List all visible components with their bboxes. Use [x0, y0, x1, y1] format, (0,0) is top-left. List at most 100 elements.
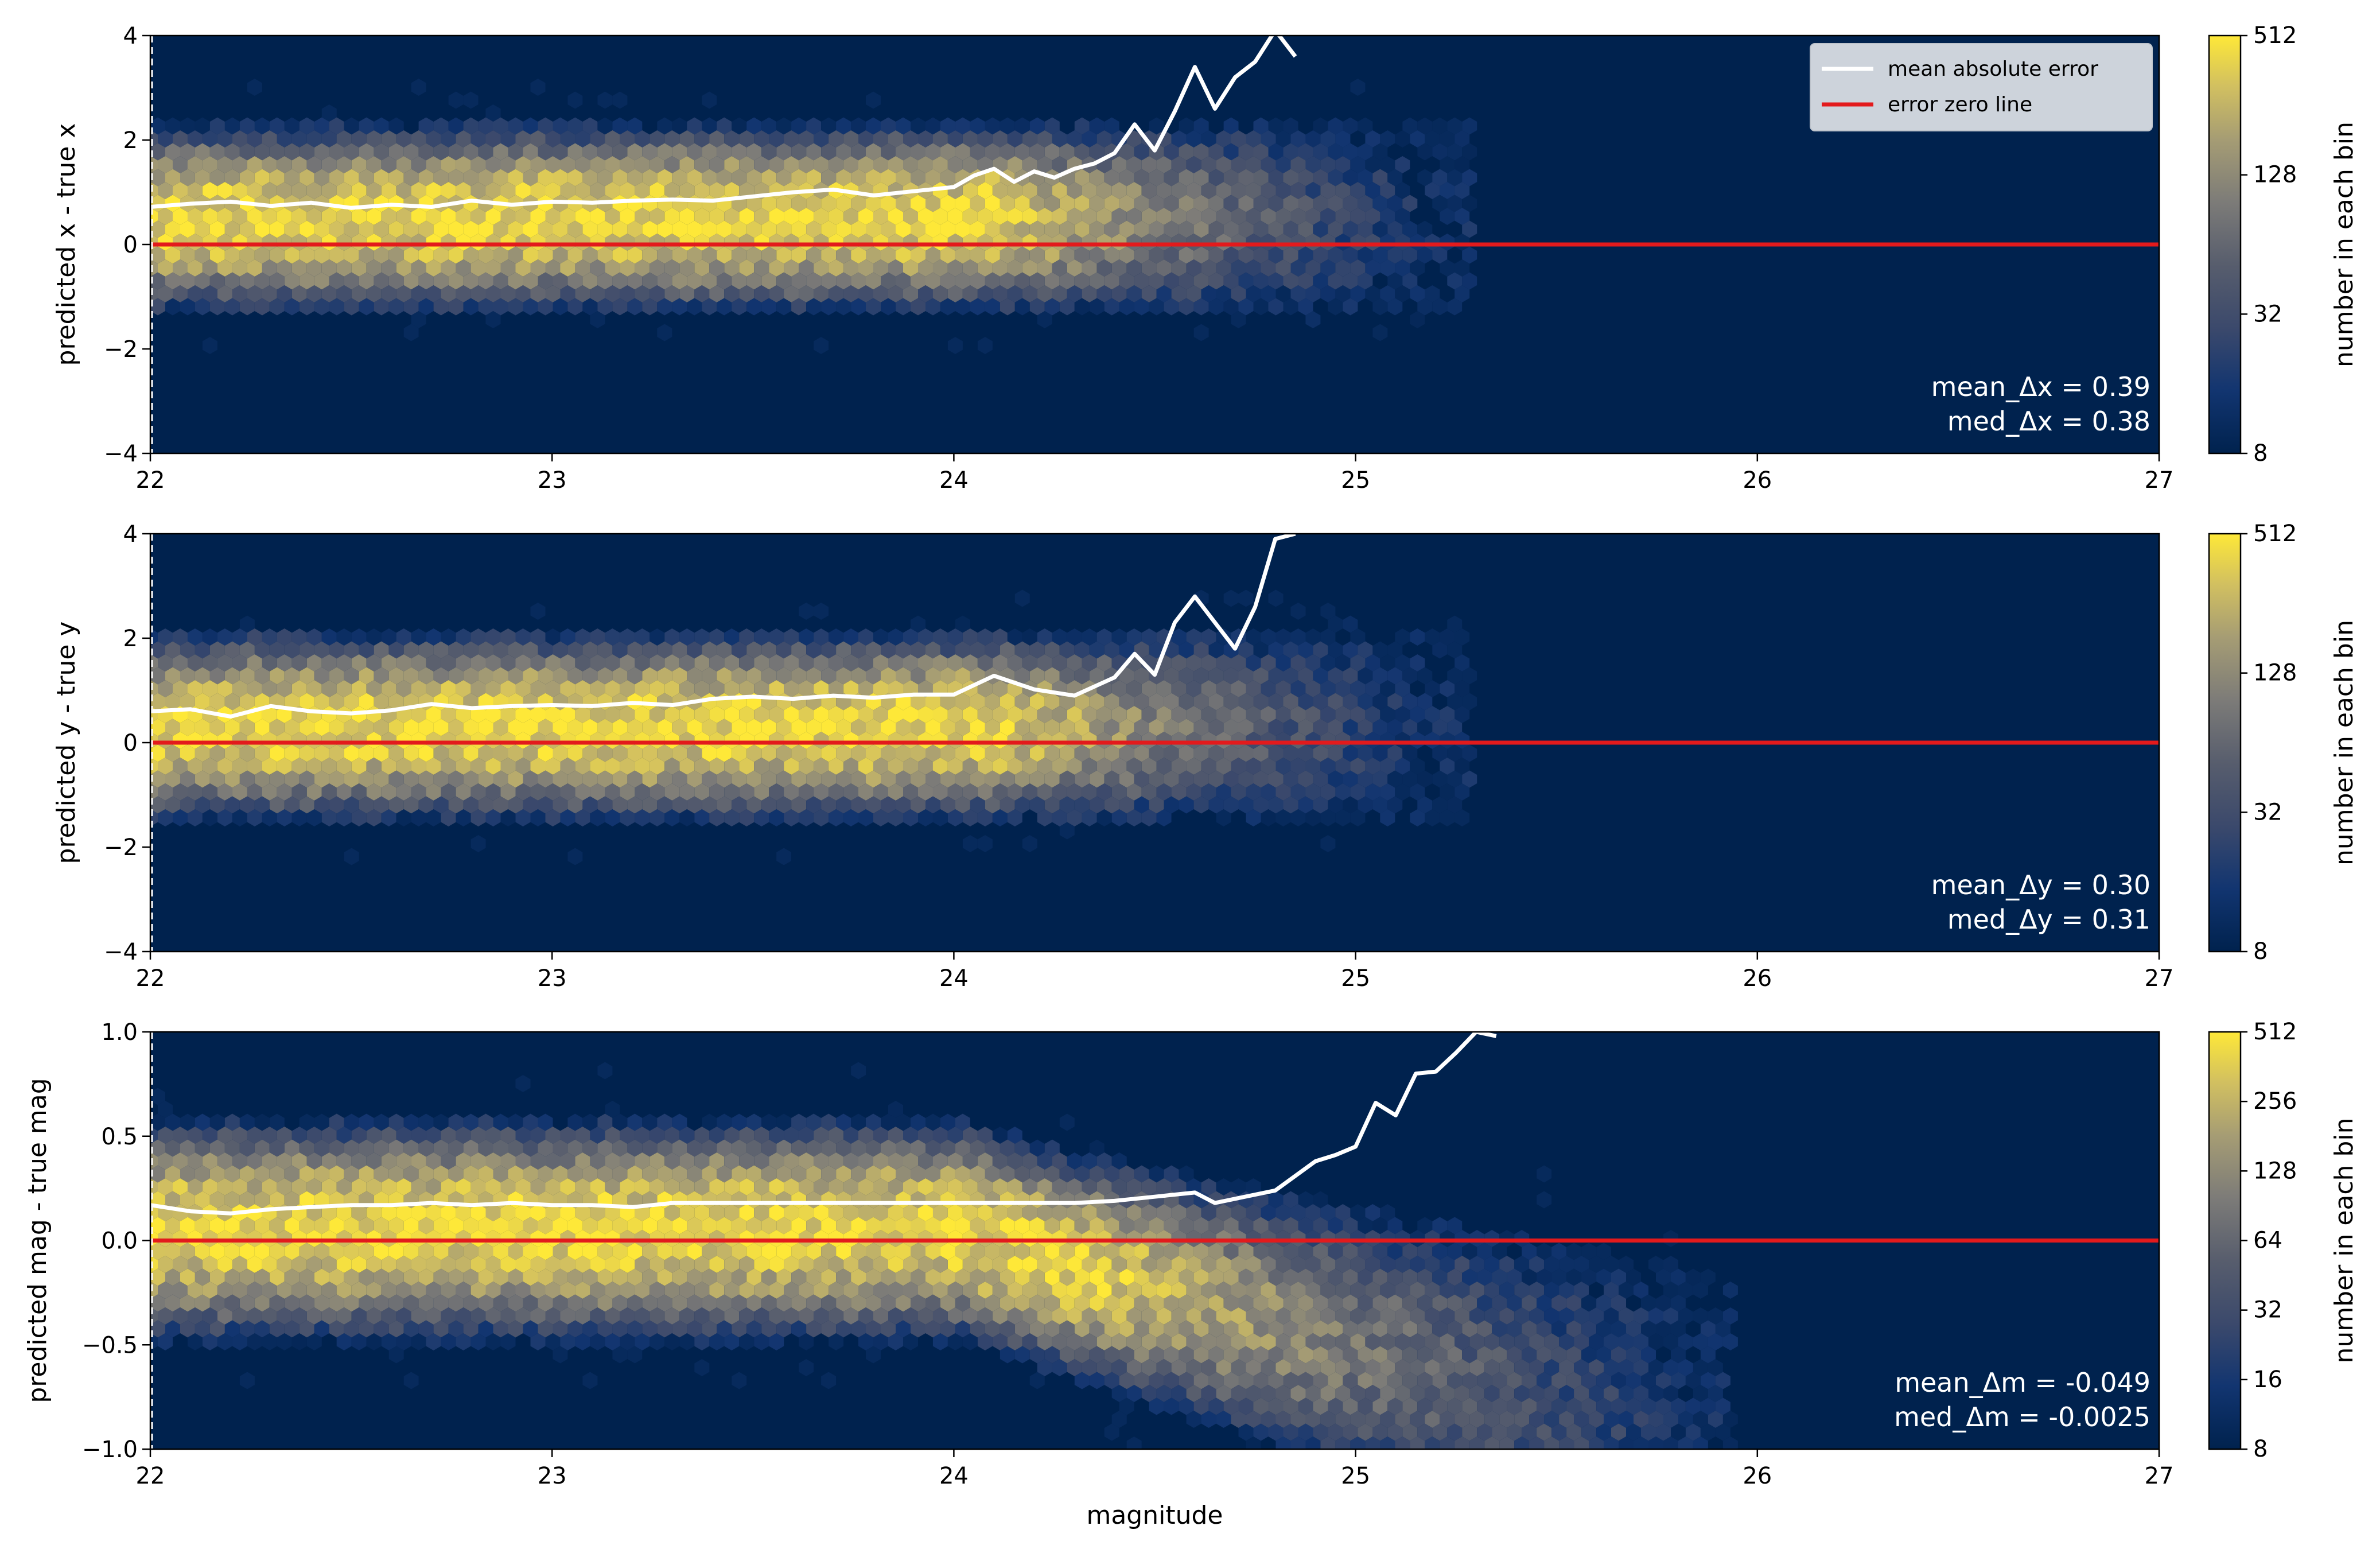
hexbin-cell [851, 1268, 866, 1286]
hexbin-cell [336, 654, 352, 671]
hexbin-cell [1387, 667, 1403, 685]
hexbin-cell [620, 758, 635, 775]
hexbin-cell [962, 706, 978, 723]
hexbin-cell [1425, 809, 1440, 826]
hexbin-cell [433, 1243, 449, 1260]
hexbin-cell [925, 143, 940, 161]
hexbin-cell [508, 220, 523, 238]
hexbin-cell [284, 693, 300, 711]
hexbin-cell [664, 208, 680, 225]
hexbin-cell [1261, 182, 1276, 199]
hexbin-cell [456, 680, 471, 697]
hexbin-cell [620, 182, 635, 199]
hexbin-cell [1134, 641, 1149, 659]
hexbin-cell [776, 848, 792, 865]
hexbin-cell [605, 1152, 620, 1170]
hexbin-cell [1298, 796, 1313, 814]
hexbin-cell [1096, 1333, 1112, 1350]
hexbin-cell [1179, 143, 1194, 161]
hexbin-cell [1700, 1320, 1716, 1338]
hexbin-cell [209, 641, 225, 659]
hexbin-cell [1096, 259, 1112, 277]
hexbin-cell [1305, 706, 1321, 723]
hexbin-cell [500, 259, 516, 277]
hexbin-cell [1387, 1397, 1403, 1415]
hexbin-cell [1410, 130, 1425, 147]
hexbin-cell [1126, 706, 1142, 723]
hexbin-cell [724, 208, 740, 225]
x-tick-label: 26 [1743, 965, 1772, 992]
hexbin-cell [1216, 1204, 1231, 1221]
hexbin-cell [1104, 1294, 1119, 1312]
hexbin-cell [1417, 1423, 1433, 1441]
hexbin-cell [403, 298, 419, 316]
hexbin-cell [650, 1178, 665, 1195]
hexbin-cell [239, 1113, 255, 1131]
hexbin-cell [239, 143, 255, 161]
hexbin-cell [858, 208, 873, 225]
hexbin-cell [433, 1113, 449, 1131]
hexbin-cell [306, 1256, 322, 1273]
hexbin-cell [836, 1268, 851, 1286]
hexbin-cell [1499, 1256, 1515, 1273]
hexbin-cell [1574, 1282, 1589, 1299]
hexbin-cell [1149, 796, 1164, 814]
hexbin-cell [687, 641, 702, 659]
hexbin-cell [1387, 298, 1403, 316]
hexbin-cell [314, 1191, 329, 1209]
hexbin-cell [1432, 1320, 1448, 1338]
hexbin-cell [672, 298, 687, 316]
hexbin-cell [1134, 796, 1149, 814]
hexbin-cell [173, 628, 188, 646]
hexbin-cell [1462, 667, 1477, 685]
hexbin-cell [627, 143, 643, 161]
hexbin-cell [1328, 1372, 1343, 1389]
hexbin-cell [1298, 298, 1313, 316]
hexbin-cell [158, 259, 173, 277]
hexbin-cell [1141, 182, 1157, 199]
hexbin-cell [1417, 667, 1433, 685]
hexbin-cell [1305, 1359, 1321, 1376]
hexbin-cell [1365, 1385, 1380, 1402]
hexbin-cell [545, 182, 561, 199]
hexbin-cell [1104, 1165, 1119, 1183]
hexbin-cell [1208, 1268, 1224, 1286]
hexbin-cell [947, 1127, 963, 1144]
hexbin-cell [687, 1268, 702, 1286]
hexbin-cell [180, 169, 195, 187]
hexbin-cell [605, 1204, 620, 1221]
hexbin-cell [1253, 1423, 1269, 1441]
hexbin-cell [1335, 680, 1351, 697]
hexbin-cell [851, 272, 866, 290]
hexbin-cell [560, 1127, 575, 1144]
hexbin-cell [940, 796, 955, 814]
hexbin-cell [403, 1243, 419, 1260]
hexbin-cell [664, 1178, 680, 1195]
hexbin-cell [582, 1165, 598, 1183]
hexbin-cell [858, 1204, 873, 1221]
hexbin-cell [448, 1113, 464, 1131]
hexbin-cell [441, 706, 456, 723]
hexbin-cell [896, 195, 911, 212]
hexbin-cell [985, 298, 1000, 316]
hexbin-cell [433, 1320, 449, 1338]
hexbin-cell [977, 758, 993, 775]
hexbin-cell [962, 259, 978, 277]
hexbin-cell [746, 1268, 762, 1286]
hexbin-cell [1350, 1307, 1366, 1325]
hexbin-cell [1111, 1359, 1127, 1376]
hexbin-cell [202, 156, 217, 173]
hexbin-cell [1253, 796, 1269, 814]
hexbin-cell [1283, 641, 1298, 659]
hexbin-cell [776, 1217, 792, 1234]
hexbin-cell [1201, 783, 1216, 801]
hexbin-cell [784, 156, 799, 173]
hexbin-cell [702, 1294, 717, 1312]
hexbin-cell [1328, 719, 1343, 736]
hexbin-cell [195, 1268, 210, 1286]
hexbin-cell [403, 1268, 419, 1286]
hexbin-cell [1193, 272, 1209, 290]
hexbin-cell [769, 783, 784, 801]
hexbin-cell [321, 758, 337, 775]
hexbin-cell [732, 1268, 747, 1286]
